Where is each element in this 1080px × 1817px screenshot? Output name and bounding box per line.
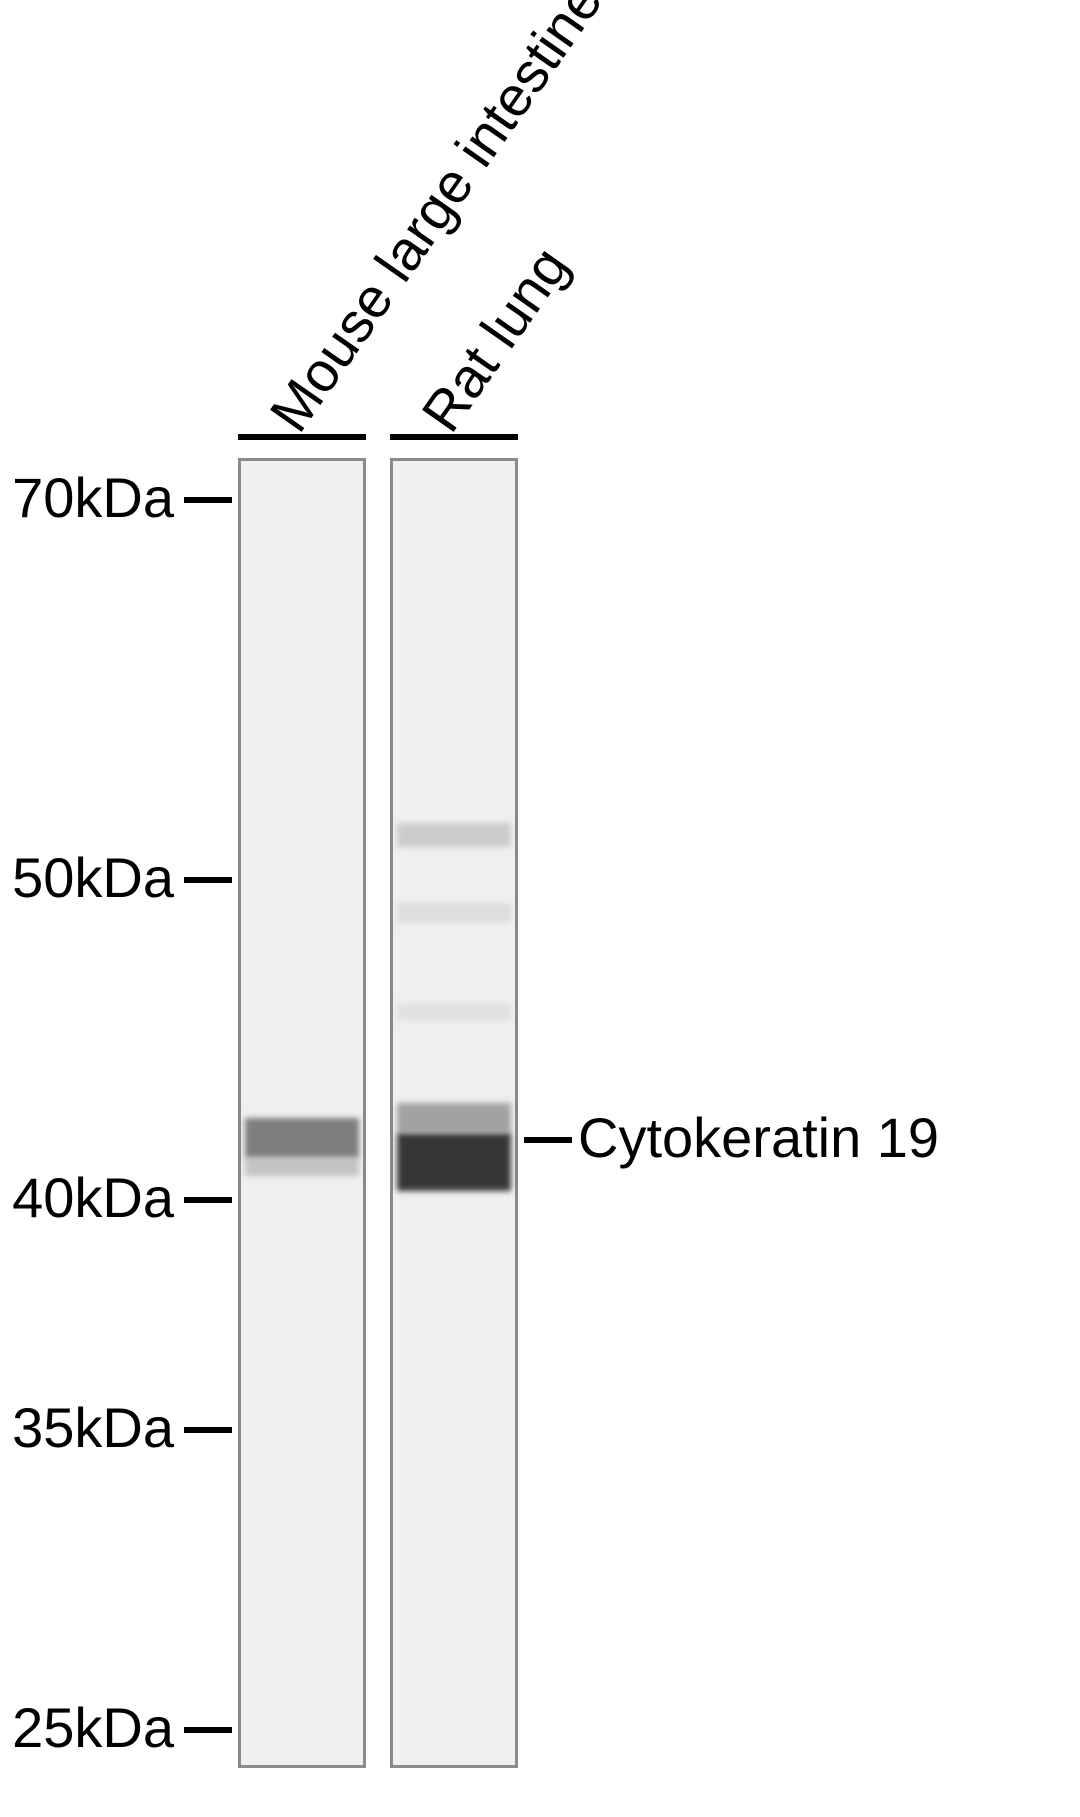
blot-band: [245, 1118, 359, 1158]
marker-label-40kda: 40kDa: [0, 1165, 174, 1230]
marker-tick-70kda: [184, 497, 232, 503]
western-blot-figure: { "figure": { "type": "western-blot", "b…: [0, 0, 1080, 1817]
marker-text: 70kDa: [12, 466, 174, 529]
protein-label-text: Cytokeratin 19: [578, 1106, 939, 1169]
marker-label-70kda: 70kDa: [0, 465, 174, 530]
blot-lane-mouse-large-intestine: [238, 458, 366, 1768]
marker-tick-35kda: [184, 1427, 232, 1433]
marker-tick-50kda: [184, 877, 232, 883]
marker-text: 50kDa: [12, 846, 174, 909]
lane-underline-1: [238, 434, 366, 440]
marker-text: 35kDa: [12, 1396, 174, 1459]
blot-band: [245, 1158, 359, 1176]
blot-lane-rat-lung: [390, 458, 518, 1768]
marker-label-35kda: 35kDa: [0, 1395, 174, 1460]
protein-label-cytokeratin-19: Cytokeratin 19: [578, 1105, 939, 1170]
marker-text: 25kDa: [12, 1696, 174, 1759]
blot-band: [397, 1133, 511, 1191]
blot-band: [397, 1103, 511, 1133]
blot-band: [397, 903, 511, 923]
lane-label-rat-lung: Rat lung: [408, 235, 581, 443]
marker-label-50kda: 50kDa: [0, 845, 174, 910]
marker-tick-40kda: [184, 1197, 232, 1203]
lane-label-text: Rat lung: [409, 236, 580, 443]
blot-band: [397, 1003, 511, 1021]
lane-underline-2: [390, 434, 518, 440]
protein-tick: [524, 1137, 572, 1143]
marker-text: 40kDa: [12, 1166, 174, 1229]
marker-tick-25kda: [184, 1727, 232, 1733]
blot-band: [397, 823, 511, 847]
marker-label-25kda: 25kDa: [0, 1695, 174, 1760]
